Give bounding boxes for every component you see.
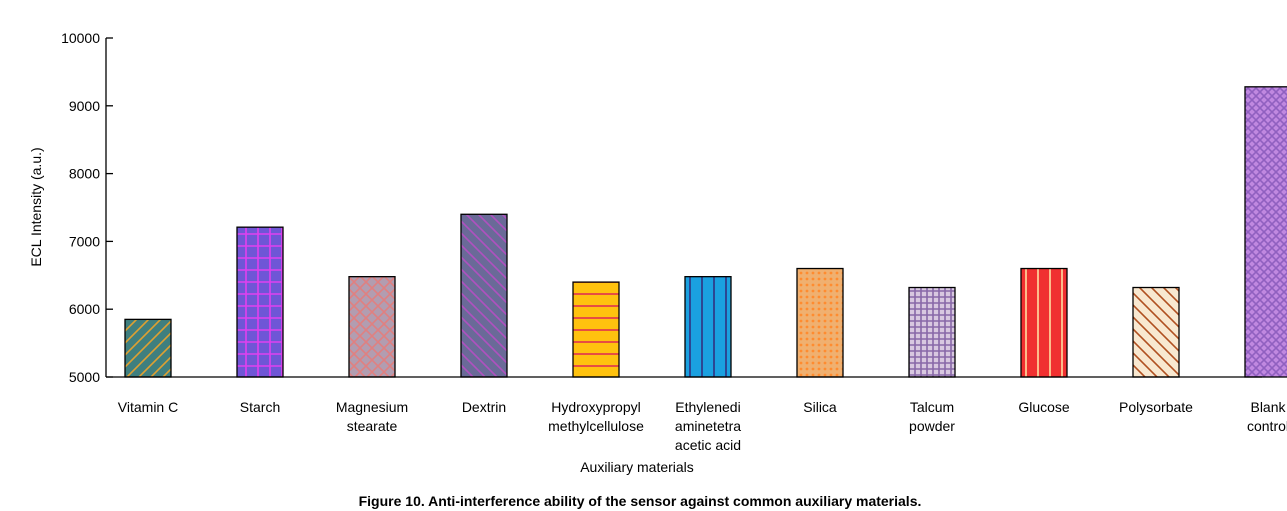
- y-tick-label: 5000: [69, 369, 100, 385]
- bar: [1020, 267, 1068, 378]
- axes-group: [105, 38, 1262, 378]
- figure-caption: Figure 10. Anti-interference ability of …: [359, 493, 922, 509]
- x-tick-label: Blank control: [1247, 399, 1287, 434]
- bars-group: [124, 86, 1287, 378]
- bar: [796, 267, 844, 378]
- x-tick-label: Glucose: [1018, 399, 1070, 415]
- bar: [460, 213, 508, 378]
- x-tick-label: Ethylenedi aminetetra acetic acid: [675, 399, 741, 453]
- x-tick-label: Magnesium stearate: [336, 399, 408, 434]
- y-tick-label: 10000: [61, 30, 100, 46]
- bar: [1132, 286, 1180, 378]
- x-tick-label: Starch: [240, 399, 280, 415]
- y-axis-title: ECL Intensity (a.u.): [28, 147, 44, 266]
- bar: [1244, 86, 1287, 378]
- x-tick-label: Silica: [803, 399, 837, 415]
- x-tick-labels: Vitamin C Starch Magnesium stearate Dextrin H…: [118, 399, 1287, 453]
- y-tick-label: 9000: [69, 98, 100, 114]
- bar: [236, 226, 284, 378]
- y-ticks: 5000 6000 7000 8000 9000 10000: [61, 30, 113, 385]
- x-tick-label: Hydroxypropyl methylcellulose: [548, 399, 644, 434]
- y-tick-label: 7000: [69, 233, 100, 249]
- y-tick-label: 6000: [69, 301, 100, 317]
- bar: [684, 276, 732, 378]
- x-tick-label: Dextrin: [462, 399, 506, 415]
- bar: [124, 318, 172, 378]
- bar: [908, 286, 956, 378]
- bar: [348, 276, 396, 378]
- y-tick-label: 8000: [69, 166, 100, 182]
- x-tick-label: Polysorbate: [1119, 399, 1193, 415]
- x-tick-label: Talcum powder: [909, 399, 955, 434]
- x-tick-label: Vitamin C: [118, 399, 178, 415]
- x-axis-title: Auxiliary materials: [580, 459, 694, 475]
- bar: [572, 281, 620, 378]
